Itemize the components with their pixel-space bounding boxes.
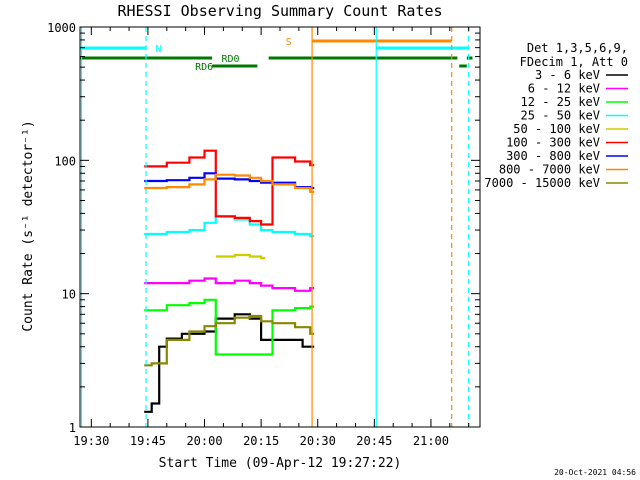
legend-header-line-1: Det 1,3,5,6,9, [527,41,628,55]
x-tick-label-5: 20:45 [356,434,392,448]
series-line-5 [144,149,315,226]
legend-label-5: 100 - 300 keV [506,136,600,150]
x-tick-label-0: 19:30 [73,434,109,448]
x-tick-label-2: 20:00 [186,434,222,448]
legend-label-6: 300 - 800 keV [506,149,600,163]
x-tick-label-3: 20:15 [243,434,279,448]
legend-label-2: 12 - 25 keV [521,95,600,109]
chart-title: RHESSI Observing Summary Count Rates [117,2,442,20]
plot-area: N S RD0 RD6 [80,27,473,427]
annotation-label-n: N [155,44,161,55]
series-line-3 [144,215,315,238]
series-line-2 [144,298,315,356]
annotation-label-rd6: RD6 [195,62,213,73]
y-tick-label-3: 1000 [47,21,76,35]
generated-timestamp: 20-Oct-2021 04:56 [554,468,636,477]
x-tick-label-6: 21:00 [413,434,449,448]
legend-label-4: 50 - 100 keV [513,122,600,136]
x-tick-label-1: 19:45 [130,434,166,448]
series-line-7 [144,173,315,193]
series-line-0 [144,313,315,413]
legend-label-0: 3 - 6 keV [535,68,600,82]
legend-label-3: 25 - 50 keV [521,109,600,123]
x-tick-label-4: 20:30 [300,434,336,448]
series-line-8 [144,314,315,367]
legend-header-line-2: FDecim 1, Att 0 [520,55,628,69]
legend-label-7: 800 - 7000 keV [499,163,600,177]
annotation-label-rd0: RD0 [222,54,240,65]
legend-label-8: 7000 - 15000 keV [484,176,600,190]
plot-frame [79,26,481,428]
series-line-4 [215,253,266,260]
y-tick-label-0: 1 [69,421,76,435]
annotation-label-s: S [286,37,292,48]
y-axis: 1 10 100 1000 [47,21,480,435]
legend-label-1: 6 - 12 keV [528,82,600,96]
x-axis: 19:30 19:45 20:00 20:15 20:30 20:45 21:00 [73,27,470,448]
y-tick-label-1: 10 [62,288,76,302]
x-axis-label: Start Time (09-Apr-12 19:27:22) [159,456,402,471]
series-line-1 [144,277,315,292]
y-axis-label: Count Rate (s⁻¹ detector⁻¹) [21,120,36,331]
y-tick-label-2: 100 [54,154,76,168]
